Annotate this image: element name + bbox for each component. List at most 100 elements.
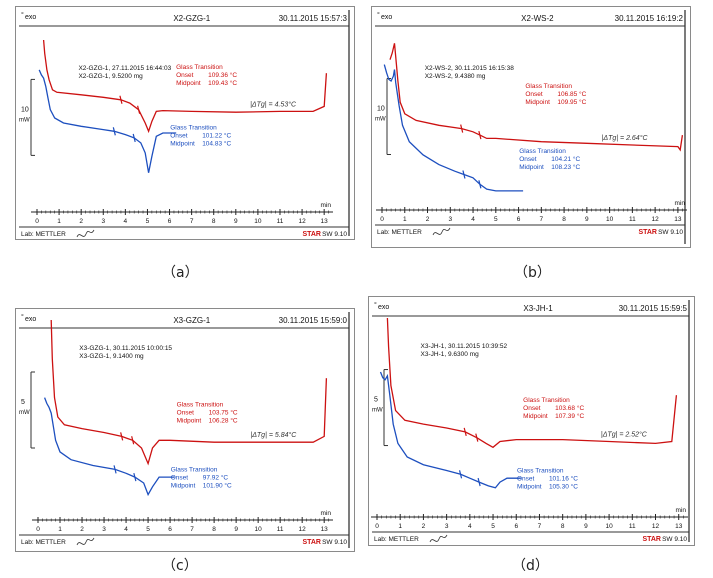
x-tick-label: 13 (675, 523, 683, 530)
red-annotation-title: Glass Transition (177, 402, 224, 409)
scale-value: 10 (377, 106, 385, 113)
info-line: X2-WS-2, 9.4380 mg (425, 73, 486, 80)
panel-caption: （a） (162, 265, 199, 281)
paper-border (371, 6, 691, 248)
blue-onset-label: Onset (171, 474, 189, 481)
x-tick-label: 8 (212, 526, 216, 533)
blue-dsc-curve (379, 371, 521, 489)
x-tick-label: 4 (468, 523, 472, 530)
x-tick-label: 8 (562, 216, 566, 223)
blue-midpoint-value: 105.30 °C (549, 482, 578, 490)
x-tick-label: 8 (561, 523, 565, 530)
footer-lab: Lab: METTLER (377, 229, 422, 236)
red-onset-value: 109.36 °C (208, 71, 237, 79)
blue-midpoint-label: Midpoint (519, 164, 544, 171)
x-tick-label: 1 (403, 216, 407, 223)
date-time: 30.11.2015 15:59:0 (279, 316, 348, 325)
x-tick-label: 9 (234, 526, 238, 533)
info-line: X2-WS-2, 30.11.2015 16:15:38 (425, 65, 515, 72)
blue-midpoint-value: 104.83 °C (202, 139, 231, 147)
tg-marker (112, 127, 116, 136)
paper-border (368, 296, 695, 546)
x-unit: min (321, 510, 332, 517)
x-tick-label: 0 (380, 216, 384, 223)
x-tick-label: 4 (124, 218, 128, 225)
x-tick-label: 7 (190, 218, 194, 225)
x-tick-label: 7 (538, 523, 542, 530)
blue-midpoint-value: 101.90 °C (203, 481, 232, 489)
blue-onset-label: Onset (519, 156, 537, 163)
red-midpoint-value: 107.39 °C (555, 412, 584, 420)
footer-sw: SW 9.10 (662, 536, 687, 543)
info-line: X2-GZG-1, 27.11.2015 16:44:03 (78, 65, 171, 72)
x-tick-label: 4 (124, 526, 128, 533)
x-tick-label: 3 (445, 523, 449, 530)
footer-sw: SW 9.10 (322, 539, 347, 546)
blue-annotation-title: Glass Transition (171, 466, 218, 473)
tg-marker (120, 432, 124, 441)
signature-scribble (76, 537, 95, 546)
tg-marker (131, 436, 135, 445)
red-dsc-curve (386, 317, 678, 449)
red-onset-value: 106.85 °C (557, 90, 586, 98)
x-tick-label: 13 (321, 218, 329, 225)
x-tick-label: 6 (514, 523, 518, 530)
footer-lab: Lab: METTLER (21, 539, 66, 546)
tg-marker (133, 472, 137, 482)
red-dsc-curve (389, 43, 684, 152)
info-line: X3-GZG-1, 30.11.2015 10:00:15 (79, 345, 172, 352)
panel-caption: （c） (162, 558, 198, 574)
handwritten-note: |ΔTg| = 2.64°C (602, 134, 649, 142)
footer-sw: SW 9.10 (658, 229, 683, 236)
paper-border (15, 308, 355, 552)
blue-onset-label: Onset (517, 475, 535, 482)
x-tick-label: 2 (426, 216, 430, 223)
dsc-chart-svg: ° exo X2-GZG-1 30.11.2015 15:57:310mWX2-GZG… (15, 6, 355, 240)
blue-midpoint-value: 108.23 °C (551, 163, 580, 171)
footer-sw: SW 9.10 (322, 231, 347, 238)
x-tick-label: 12 (652, 216, 660, 223)
exo-degree: ° (374, 301, 377, 309)
scale-unit: mW (19, 117, 30, 123)
x-tick-label: 0 (35, 218, 39, 225)
x-tick-label: 3 (101, 218, 105, 225)
blue-onset-value: 101.16 °C (549, 474, 578, 482)
signature-scribble (429, 534, 448, 543)
blue-onset-value: 104.21 °C (551, 155, 580, 163)
blue-midpoint-label: Midpoint (170, 140, 195, 147)
tg-marker (478, 130, 482, 140)
tg-marker (478, 180, 482, 189)
info-line: X3-JH-1, 30.11.2015 10:39:52 (421, 343, 508, 350)
red-midpoint-label: Midpoint (523, 413, 548, 420)
footer-star: STAR (638, 229, 657, 236)
x-tick-label: 10 (605, 523, 613, 530)
tg-marker (477, 477, 481, 487)
red-onset-label: Onset (525, 91, 543, 98)
red-dsc-curve (42, 39, 328, 134)
x-tick-label: 9 (585, 216, 589, 223)
x-tick-label: 12 (298, 218, 306, 225)
tg-marker (458, 470, 463, 479)
signature-scribble (76, 229, 95, 238)
blue-midpoint-label: Midpoint (517, 483, 542, 490)
x-tick-label: 12 (299, 526, 307, 533)
dsc-panel: ° exo X3-JH-1 30.11.2015 15:59:5 5 mW X3-JH-1,… (368, 296, 695, 546)
x-tick-label: 10 (254, 218, 262, 225)
x-tick-label: 13 (321, 526, 329, 533)
sample-title: X2-GZG-1 (173, 14, 210, 23)
blue-dsc-curve (38, 69, 177, 173)
x-tick-label: 9 (584, 523, 588, 530)
x-tick-label: 10 (255, 526, 263, 533)
footer-star: STAR (302, 231, 321, 238)
blue-annotation-title: Glass Transition (170, 124, 217, 131)
red-annotation-title: Glass Transition (176, 64, 223, 71)
x-tick-label: 5 (146, 526, 150, 533)
sample-title: X3-JH-1 (523, 304, 553, 313)
x-unit: min (676, 507, 687, 514)
red-onset-value: 103.75 °C (209, 409, 238, 417)
x-tick-label: 6 (168, 526, 172, 533)
x-tick-label: 1 (398, 523, 402, 530)
footer-star: STAR (302, 539, 321, 546)
x-tick-label: 2 (422, 523, 426, 530)
footer-lab: Lab: METTLER (374, 536, 419, 543)
